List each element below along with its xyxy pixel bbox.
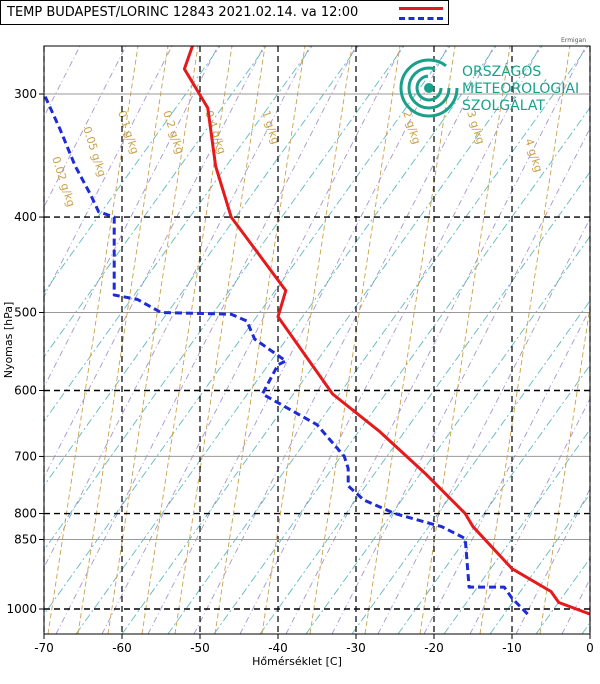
x-tick-label: -50 — [190, 641, 210, 655]
dry-adiabat-line — [44, 46, 311, 569]
mixing-ratio-labels: 0.02 g/kg0.05 g/kg 0.1 g/kg 0.2 g/kg 0.4 g/… — [49, 109, 545, 209]
x-tick-label: -30 — [346, 641, 366, 655]
mixing-ratio-line — [419, 46, 511, 634]
y-tick-label: 800 — [14, 507, 37, 521]
moist-adiabat-line — [305, 235, 590, 634]
omsz-logo: ORSZÁGOS METEOROLÓGIAI SZOLGÁLAT Ermigan — [399, 37, 586, 118]
mixing-ratio-line — [107, 46, 199, 634]
dewpoint-line — [44, 93, 529, 616]
y-tick-label: 1000 — [6, 602, 37, 616]
dry-adiabat-line — [147, 46, 449, 634]
x-tick-label: 0 — [586, 641, 594, 655]
logo-text-line3: SZOLGÁLAT — [462, 97, 545, 114]
y-axis-title: Nyomas [hPa] — [2, 302, 15, 379]
plot-frame — [43, 45, 591, 635]
mixing-ratio-line — [214, 46, 306, 634]
dry-adiabat-line — [377, 217, 590, 634]
moist-adiabat-line — [443, 428, 590, 634]
y-tick-label: 700 — [14, 449, 37, 463]
moist-adiabat-line — [397, 364, 590, 634]
x-tick-label: -70 — [34, 641, 54, 655]
y-tick-label: 300 — [14, 87, 37, 101]
mixing-ratio-line — [309, 46, 401, 634]
moist-adiabat-line — [75, 46, 497, 634]
mixing-ratio-line — [261, 46, 353, 634]
temperature-line — [182, 46, 590, 616]
logo-text-line2: METEOROLÓGIAI — [462, 79, 579, 97]
dry-adiabat-line — [423, 307, 590, 634]
mixing-ratio-line — [539, 304, 590, 634]
legend-temperature-line — [399, 7, 443, 10]
y-tick-label: 600 — [14, 383, 37, 397]
legend-box: TEMP BUDAPEST/LORINC 12843 2021.02.14. v… — [0, 0, 449, 25]
omsz-logo-icon — [399, 58, 459, 118]
axes: -70 -60 -50 -40 -30 -20 -10 0 300 400 500 600 700 800… — [2, 45, 594, 668]
y-tick-label: 850 — [14, 532, 37, 546]
dry-adiabat-line — [561, 578, 590, 634]
dry-adiabat-line — [44, 46, 173, 298]
dry-adiabat-line — [101, 46, 403, 634]
legend-dewpoint-line — [399, 17, 443, 20]
dry-adiabat-line — [331, 127, 590, 634]
logo-small-text: Ermigan — [561, 37, 586, 44]
logo-text-line1: ORSZÁGOS — [462, 63, 541, 80]
legend-title: TEMP BUDAPEST/LORINC 12843 2021.02.14. v… — [7, 5, 359, 20]
y-tick-label: 500 — [14, 306, 37, 320]
mixing-ratio-line — [174, 46, 266, 634]
moist-adiabat-line — [44, 46, 405, 551]
dry-adiabat-line — [193, 46, 495, 634]
mixing-ratio-line — [77, 46, 169, 634]
mixing-ratio-line — [47, 46, 139, 634]
series-lines — [44, 46, 590, 616]
mixing-ratio-label: 0.4 g/kg — [202, 109, 228, 156]
mixing-ratio-label: 0.05 g/kg — [80, 125, 108, 179]
mixing-ratio-label: 1 g/kg — [259, 109, 282, 146]
mixing-ratio-label: 0.1 g/kg — [115, 109, 141, 156]
x-tick-label: -60 — [112, 641, 132, 655]
dry-adiabat-line — [239, 46, 541, 634]
y-tick-label: 400 — [14, 210, 37, 224]
x-axis-title: Hőmérséklet [C] — [252, 655, 342, 668]
mixing-ratio-line — [364, 46, 456, 634]
mixing-ratio-label: 3 g/kg — [464, 109, 487, 146]
dry-adiabat-line — [55, 46, 357, 634]
dry-adiabat-line — [44, 46, 219, 389]
mixing-ratio-label: 4 g/kg — [522, 137, 545, 174]
x-tick-label: -40 — [268, 641, 288, 655]
background-lines — [44, 46, 590, 634]
x-tick-label: -10 — [502, 641, 522, 655]
mixing-ratio-line — [141, 46, 233, 634]
x-tick-label: -20 — [424, 641, 444, 655]
mixing-ratio-line — [479, 46, 571, 634]
dry-adiabat-line — [44, 46, 127, 208]
dry-adiabat-line — [285, 46, 587, 634]
